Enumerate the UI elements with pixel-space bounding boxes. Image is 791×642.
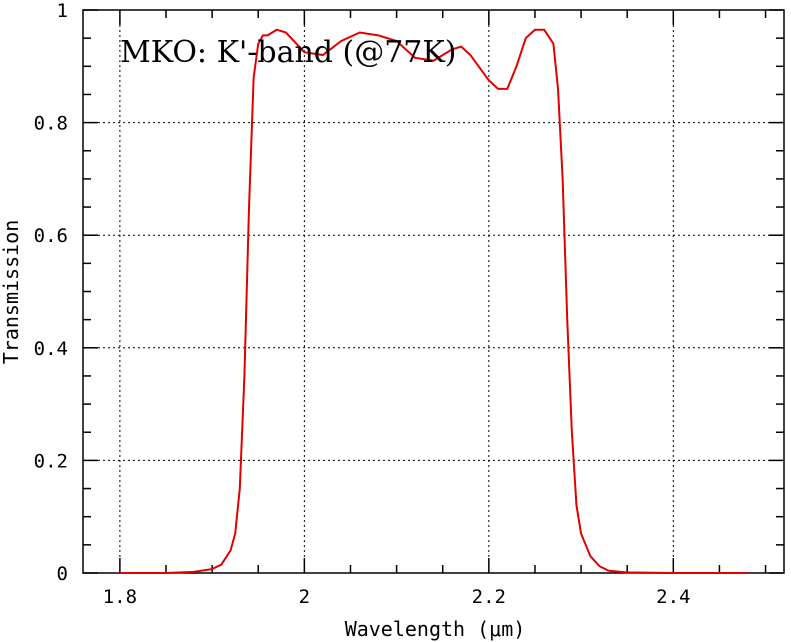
x-tick-label: 2 xyxy=(299,586,310,608)
y-axis-label: Transmission xyxy=(0,220,23,365)
x-tick-label: 1.8 xyxy=(103,586,137,608)
x-tick-label: 2.4 xyxy=(656,586,690,608)
series-line-transmission xyxy=(119,28,748,574)
y-tick-label: 1 xyxy=(57,0,68,22)
x-tick-label: 2.2 xyxy=(472,586,506,608)
y-tick-label: 0.4 xyxy=(34,338,68,360)
x-axis-label: Wavelength (μm) xyxy=(345,617,526,641)
y-tick-label: 0 xyxy=(57,563,68,585)
plot-frame xyxy=(82,9,785,574)
y-tick-label: 0.6 xyxy=(34,225,68,247)
chart-annotation: MKO: K'-band (@77K) xyxy=(120,35,457,70)
grid-lines xyxy=(83,10,784,573)
y-tick-label: 0.2 xyxy=(34,450,68,472)
y-tick-label: 0.8 xyxy=(34,113,68,135)
x-tick-labels: 1.8 2 2.2 2.4 xyxy=(103,586,691,608)
y-tick-labels: 0 0.2 0.4 0.6 0.8 1 xyxy=(34,0,68,585)
axis-ticks xyxy=(83,9,784,574)
